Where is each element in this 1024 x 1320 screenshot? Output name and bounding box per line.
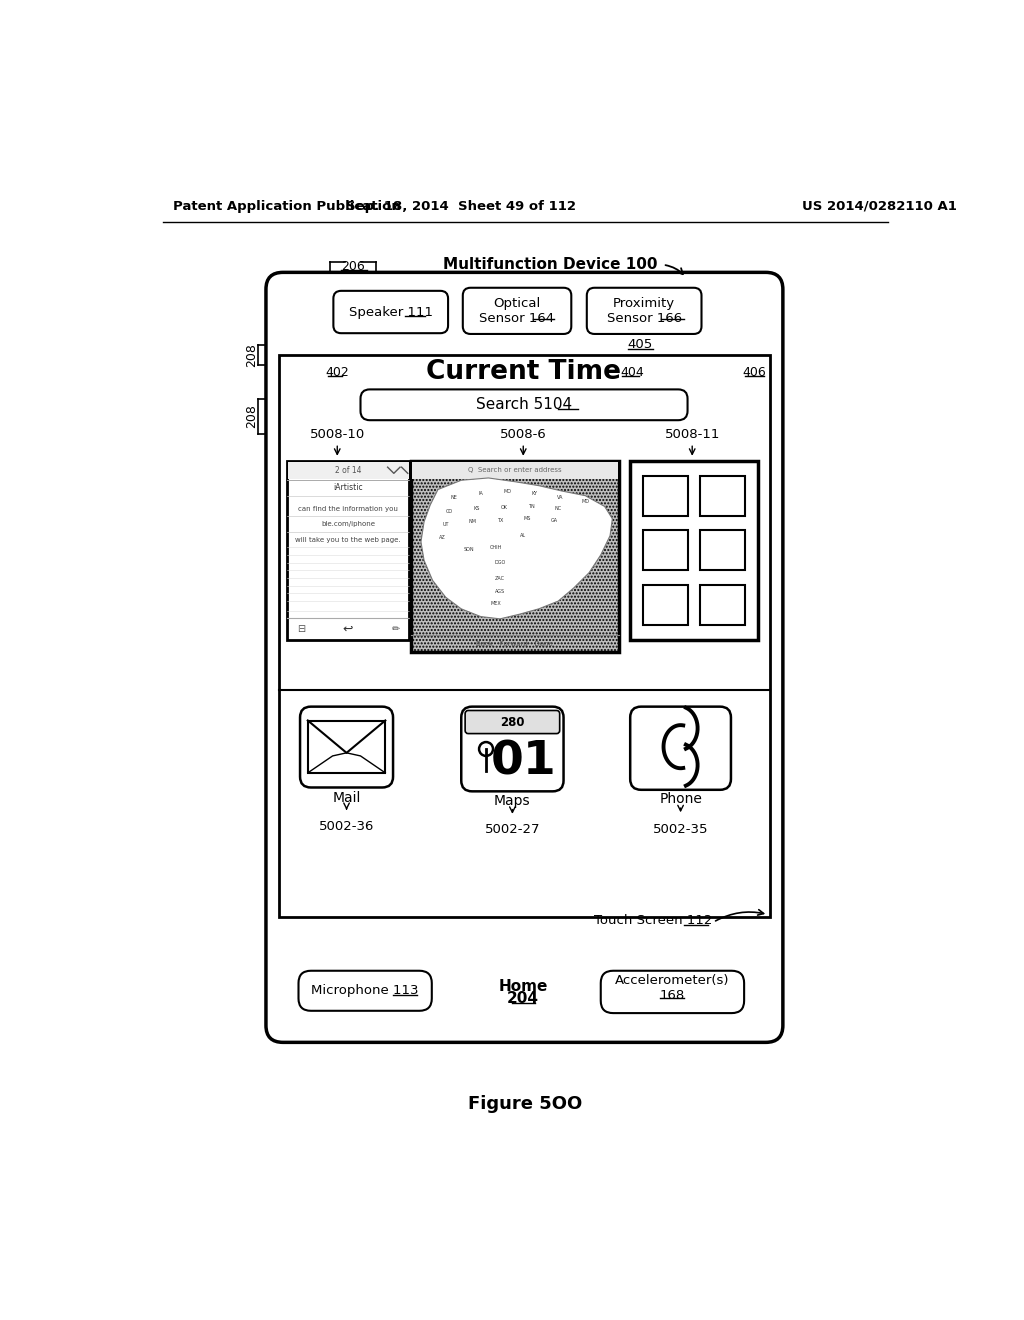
Text: 206: 206 xyxy=(341,260,365,273)
Text: Search 5104: Search 5104 xyxy=(476,397,572,412)
Text: can find the information you: can find the information you xyxy=(298,506,398,512)
Bar xyxy=(308,721,385,774)
Text: UT: UT xyxy=(442,521,449,527)
Text: 280: 280 xyxy=(500,715,524,729)
FancyBboxPatch shape xyxy=(334,290,449,333)
FancyBboxPatch shape xyxy=(300,706,393,788)
Text: IA: IA xyxy=(478,491,483,496)
Bar xyxy=(700,475,744,516)
Text: Maps: Maps xyxy=(495,793,530,808)
Text: 406: 406 xyxy=(742,366,766,379)
Text: 405: 405 xyxy=(627,338,652,351)
Bar xyxy=(288,462,409,479)
FancyBboxPatch shape xyxy=(465,710,560,734)
Text: Multifunction Device 100: Multifunction Device 100 xyxy=(443,257,657,272)
Text: TN: TN xyxy=(527,504,535,510)
Text: DGO: DGO xyxy=(495,560,506,565)
Text: 5008-11: 5008-11 xyxy=(665,428,720,441)
Text: MS: MS xyxy=(523,516,530,521)
Text: NM: NM xyxy=(469,519,477,524)
Text: AZ: AZ xyxy=(438,535,445,540)
Text: ZAC: ZAC xyxy=(495,576,505,581)
Text: Current Time: Current Time xyxy=(426,359,621,385)
Text: Figure 5OO: Figure 5OO xyxy=(468,1096,582,1113)
Text: KS: KS xyxy=(473,507,480,511)
Bar xyxy=(630,461,758,640)
Text: Home: Home xyxy=(499,978,548,994)
Bar xyxy=(700,531,744,570)
Text: CHIH: CHIH xyxy=(489,545,503,549)
Text: ble.com/iphone: ble.com/iphone xyxy=(322,521,375,527)
Text: SON: SON xyxy=(464,546,474,552)
Bar xyxy=(411,461,618,652)
Text: 5008-10: 5008-10 xyxy=(309,428,365,441)
Bar xyxy=(700,585,744,626)
Text: KY: KY xyxy=(531,491,538,496)
Text: Phone: Phone xyxy=(659,792,702,807)
Text: MO: MO xyxy=(504,488,512,494)
Text: Optical
Sensor 164: Optical Sensor 164 xyxy=(479,297,555,325)
Text: ⊟: ⊟ xyxy=(297,624,305,634)
Text: AGS: AGS xyxy=(495,589,505,594)
Text: VA: VA xyxy=(557,495,563,500)
Text: 404: 404 xyxy=(621,366,644,379)
FancyBboxPatch shape xyxy=(266,272,783,1043)
Text: ↩: ↩ xyxy=(343,622,353,635)
Text: Q  Search or enter address: Q Search or enter address xyxy=(468,467,561,474)
Text: OK: OK xyxy=(501,504,507,510)
Bar xyxy=(643,531,687,570)
Text: Patent Application Publication: Patent Application Publication xyxy=(173,199,400,213)
Text: Touch Screen 112: Touch Screen 112 xyxy=(594,915,713,927)
FancyBboxPatch shape xyxy=(463,288,571,334)
Text: MEX: MEX xyxy=(490,601,502,606)
Text: Proximity
Sensor 166: Proximity Sensor 166 xyxy=(606,297,682,325)
FancyBboxPatch shape xyxy=(360,389,687,420)
Bar xyxy=(412,462,617,479)
Text: Mail: Mail xyxy=(333,791,360,804)
Text: NC: NC xyxy=(555,507,562,511)
Text: Sep. 18, 2014  Sheet 49 of 112: Sep. 18, 2014 Sheet 49 of 112 xyxy=(346,199,577,213)
Text: 208: 208 xyxy=(246,404,258,428)
Text: iArtistic: iArtistic xyxy=(333,483,362,492)
Text: 204: 204 xyxy=(507,991,540,1006)
Text: Microphone 113: Microphone 113 xyxy=(311,985,419,998)
FancyBboxPatch shape xyxy=(299,970,432,1011)
Text: 5002-35: 5002-35 xyxy=(653,822,709,836)
FancyBboxPatch shape xyxy=(601,970,744,1014)
Text: 5008-6: 5008-6 xyxy=(500,428,547,441)
Text: CO: CO xyxy=(446,508,454,513)
Text: will take you to the web page.: will take you to the web page. xyxy=(295,536,401,543)
Text: MD: MD xyxy=(582,499,589,503)
Bar xyxy=(280,355,770,917)
Bar xyxy=(643,475,687,516)
Bar xyxy=(643,585,687,626)
Text: US 2014/0282110 A1: US 2014/0282110 A1 xyxy=(802,199,957,213)
Text: Back   Forward   Done: Back Forward Done xyxy=(476,640,553,647)
Text: Accelerometer(s)
168: Accelerometer(s) 168 xyxy=(614,974,729,1002)
Text: Speaker 111: Speaker 111 xyxy=(349,306,433,319)
Text: TX: TX xyxy=(497,517,503,523)
FancyBboxPatch shape xyxy=(461,706,563,792)
Text: 402: 402 xyxy=(326,366,349,379)
Bar xyxy=(287,461,410,640)
Text: ✏: ✏ xyxy=(391,624,399,634)
Text: AL: AL xyxy=(520,533,526,539)
Polygon shape xyxy=(421,478,612,619)
Text: 01: 01 xyxy=(490,739,556,784)
Text: 5002-27: 5002-27 xyxy=(484,824,540,837)
Text: NE: NE xyxy=(451,495,457,500)
Text: 5002-36: 5002-36 xyxy=(318,820,374,833)
Text: GA: GA xyxy=(551,517,558,523)
FancyBboxPatch shape xyxy=(630,706,731,789)
FancyBboxPatch shape xyxy=(587,288,701,334)
Text: 2 of 14: 2 of 14 xyxy=(335,466,361,475)
Text: 208: 208 xyxy=(246,343,258,367)
